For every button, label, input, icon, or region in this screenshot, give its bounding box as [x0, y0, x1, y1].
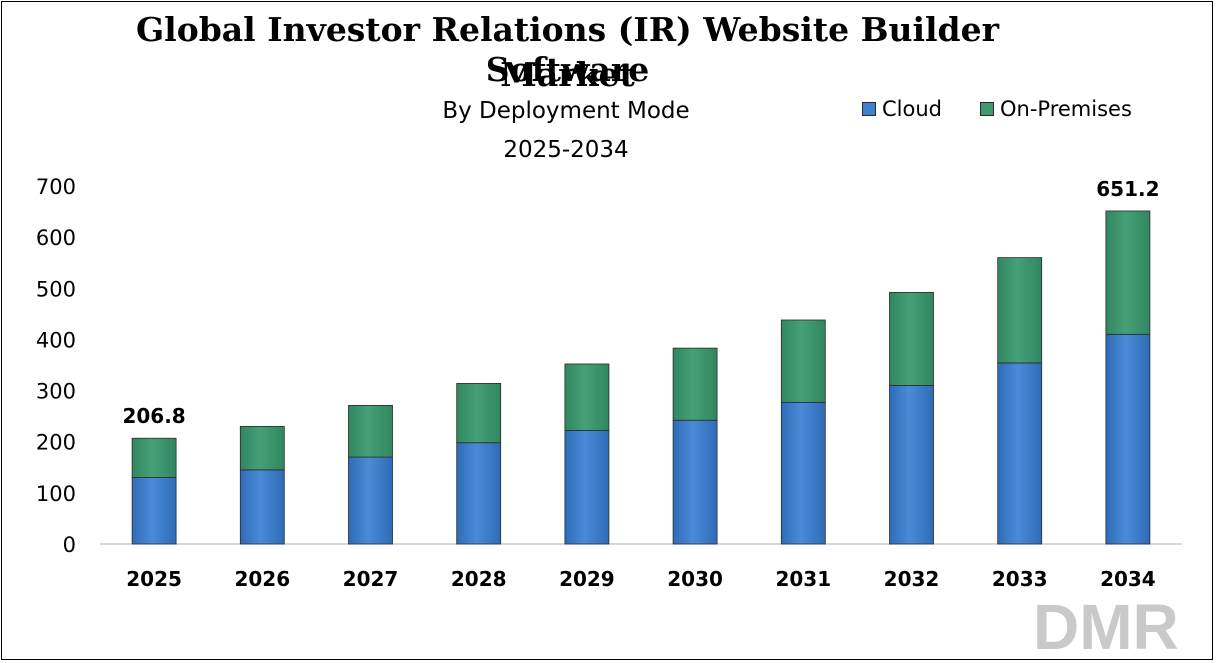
bar-on-premises-2032 — [889, 291, 934, 386]
dmr-logo: DMR — [1033, 597, 1179, 655]
data-label-2034: 651.2 — [1096, 177, 1159, 201]
legend-item-cloud: Cloud — [862, 97, 942, 121]
bar-cloud-2027 — [348, 456, 393, 545]
data-label-2025: 206.8 — [122, 404, 185, 428]
legend-swatch-on-premises — [980, 102, 994, 116]
x-tick-label-2026: 2026 — [234, 567, 290, 591]
legend-item-on-premises: On-Premises — [980, 97, 1132, 121]
bar-cloud-2030 — [672, 419, 718, 545]
legend-label-on-premises: On-Premises — [1000, 97, 1132, 121]
y-tick-label: 300 — [36, 380, 76, 404]
y-tick-label: 500 — [36, 277, 76, 301]
bar-on-premises-2027 — [348, 405, 393, 458]
x-tick-label-2027: 2027 — [343, 567, 399, 591]
chart-subtitle: By Deployment Mode — [442, 98, 690, 124]
legend-swatch-cloud — [862, 102, 876, 116]
bar-on-premises-2028 — [456, 383, 502, 444]
bar-cloud-2032 — [889, 385, 934, 545]
bar-on-premises-2034 — [1105, 210, 1151, 335]
chart-period: 2025-2034 — [503, 137, 629, 163]
x-tick-label-2028: 2028 — [451, 567, 507, 591]
x-tick-label-2032: 2032 — [884, 567, 940, 591]
bar-on-premises-2033 — [997, 257, 1043, 364]
y-tick-label: 600 — [36, 226, 76, 250]
chart-title-line1: Global Investor Relations (IR) Website B… — [136, 10, 999, 89]
x-tick-label-2030: 2030 — [667, 567, 723, 591]
bar-cloud-2029 — [564, 430, 610, 545]
x-tick-label-2029: 2029 — [559, 567, 615, 591]
chart-title-line2: Market — [500, 55, 635, 94]
dmr-logo-text: DMR — [1033, 597, 1179, 655]
bar-on-premises-2026 — [239, 425, 285, 471]
y-tick-label: 100 — [36, 482, 76, 506]
bar-on-premises-2025 — [131, 437, 177, 478]
bar-cloud-2034 — [1105, 333, 1151, 545]
y-tick-label: 700 — [36, 175, 76, 199]
bar-on-premises-2031 — [780, 319, 826, 403]
y-tick-label: 0 — [63, 533, 76, 557]
x-tick-label-2034: 2034 — [1100, 567, 1156, 591]
bar-cloud-2025 — [131, 477, 177, 545]
bar-cloud-2033 — [997, 362, 1043, 545]
bar-cloud-2026 — [239, 469, 285, 545]
x-tick-label-2033: 2033 — [992, 567, 1048, 591]
bar-cloud-2031 — [780, 401, 826, 545]
bar-on-premises-2029 — [564, 363, 610, 431]
bar-on-premises-2030 — [672, 347, 718, 421]
y-tick-label: 200 — [36, 431, 76, 455]
x-tick-label-2031: 2031 — [775, 567, 831, 591]
x-tick-label-2025: 2025 — [126, 567, 182, 591]
bar-cloud-2028 — [456, 442, 502, 545]
legend-label-cloud: Cloud — [882, 97, 942, 121]
y-tick-label: 400 — [36, 328, 76, 352]
